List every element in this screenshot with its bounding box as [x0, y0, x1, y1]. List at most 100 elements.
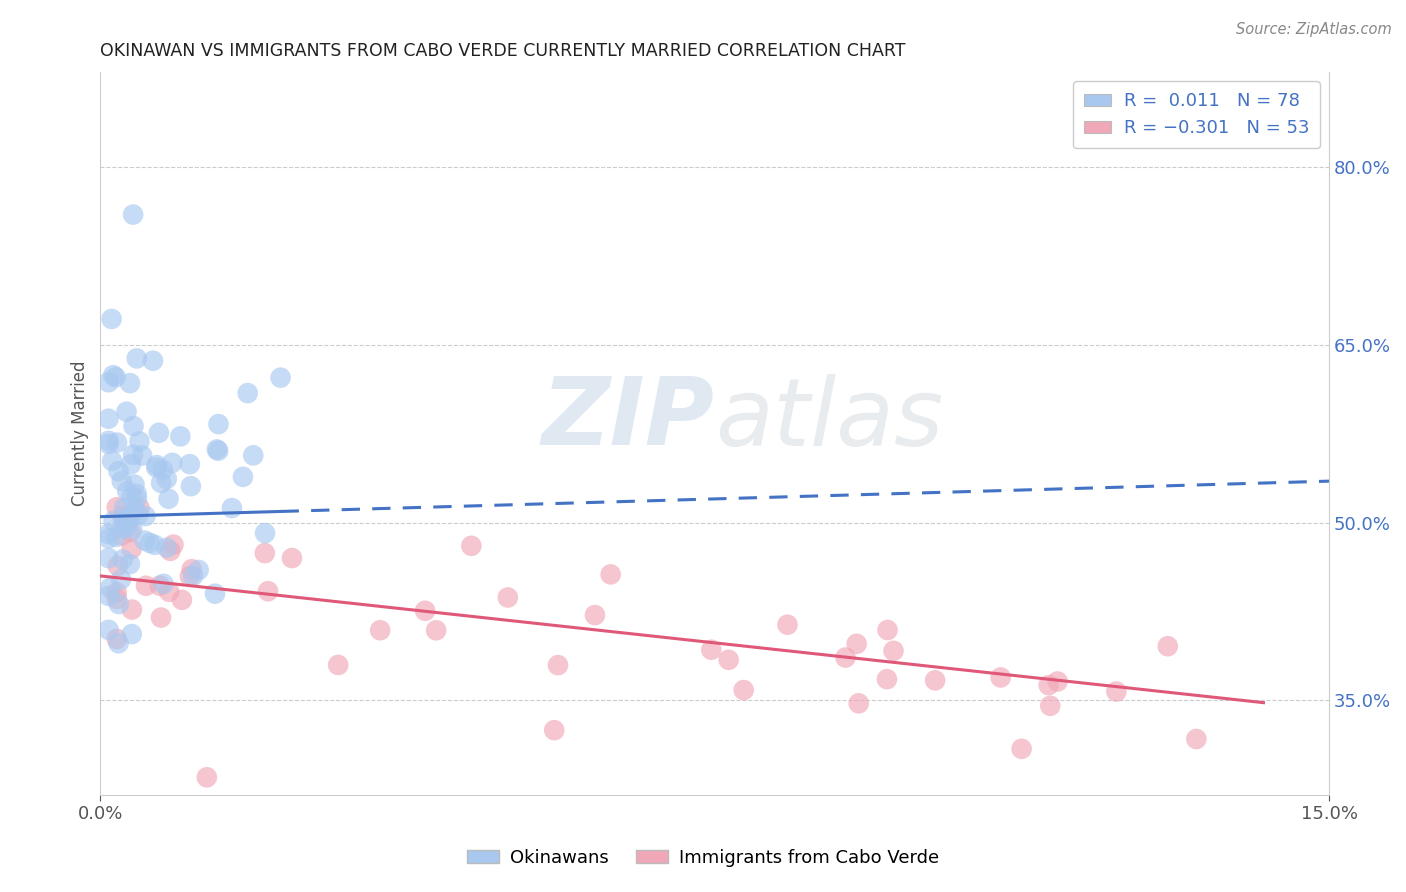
Point	[120, 457, 142, 471]
Point	[179, 569, 201, 583]
Point	[120, 508, 142, 523]
Point	[105, 530, 128, 544]
Point	[156, 472, 179, 486]
Point	[236, 386, 259, 401]
Point	[149, 579, 172, 593]
Point	[128, 434, 150, 449]
Point	[97, 376, 120, 390]
Point	[124, 502, 146, 516]
Point	[834, 650, 856, 665]
Point	[107, 558, 129, 573]
Point	[105, 435, 128, 450]
Point	[717, 653, 740, 667]
Point	[583, 608, 606, 623]
Point	[128, 501, 150, 516]
Point	[111, 474, 134, 488]
Point	[111, 508, 134, 523]
Point	[232, 470, 254, 484]
Point	[135, 579, 157, 593]
Point	[127, 508, 149, 522]
Point	[180, 479, 202, 493]
Text: ZIP: ZIP	[541, 373, 714, 466]
Point	[146, 458, 169, 472]
Point	[1157, 639, 1180, 653]
Point	[105, 585, 128, 599]
Point	[124, 477, 146, 491]
Point	[187, 563, 209, 577]
Point	[118, 557, 141, 571]
Point	[195, 770, 218, 784]
Point	[118, 376, 141, 391]
Point	[328, 657, 350, 672]
Point	[97, 532, 120, 546]
Point	[115, 405, 138, 419]
Point	[181, 569, 204, 583]
Point	[990, 670, 1012, 684]
Point	[121, 522, 143, 536]
Point	[733, 683, 755, 698]
Point	[157, 491, 180, 506]
Point	[254, 526, 277, 541]
Point	[104, 370, 127, 384]
Point	[117, 484, 139, 499]
Point	[97, 411, 120, 425]
Point	[156, 541, 179, 555]
Point	[876, 623, 898, 637]
Point	[121, 542, 143, 557]
Point	[112, 512, 135, 526]
Point	[139, 536, 162, 550]
Point	[97, 526, 120, 541]
Point	[107, 464, 129, 478]
Point	[97, 434, 120, 448]
Point	[883, 644, 905, 658]
Point	[776, 617, 799, 632]
Point	[848, 696, 870, 710]
Point	[205, 442, 228, 457]
Point	[170, 592, 193, 607]
Point	[207, 443, 229, 458]
Point	[924, 673, 946, 688]
Point	[122, 208, 145, 222]
Point	[1039, 698, 1062, 713]
Point	[157, 584, 180, 599]
Point	[145, 460, 167, 475]
Legend: Okinawans, Immigrants from Cabo Verde: Okinawans, Immigrants from Cabo Verde	[460, 842, 946, 874]
Point	[281, 551, 304, 566]
Point	[103, 514, 125, 528]
Point	[122, 448, 145, 462]
Point	[98, 581, 121, 595]
Point	[159, 544, 181, 558]
Point	[105, 632, 128, 646]
Point	[121, 627, 143, 641]
Point	[162, 456, 184, 470]
Point	[97, 623, 120, 637]
Point	[110, 528, 132, 542]
Point	[115, 516, 138, 530]
Point	[1011, 741, 1033, 756]
Point	[105, 591, 128, 606]
Legend: R =  0.011   N = 78, R = −0.301   N = 53: R = 0.011 N = 78, R = −0.301 N = 53	[1073, 81, 1320, 148]
Point	[876, 672, 898, 686]
Point	[599, 567, 621, 582]
Point	[105, 500, 128, 515]
Point	[121, 602, 143, 616]
Point	[125, 491, 148, 506]
Point	[112, 500, 135, 515]
Point	[162, 538, 184, 552]
Point	[111, 552, 134, 566]
Point	[425, 624, 447, 638]
Point	[1046, 674, 1069, 689]
Point	[152, 577, 174, 591]
Point	[148, 425, 170, 440]
Point	[150, 475, 173, 490]
Point	[1185, 732, 1208, 747]
Point	[207, 417, 229, 431]
Point	[131, 449, 153, 463]
Point	[460, 539, 482, 553]
Point	[122, 419, 145, 434]
Point	[149, 610, 172, 624]
Point	[100, 312, 122, 326]
Point	[134, 509, 156, 524]
Text: OKINAWAN VS IMMIGRANTS FROM CABO VERDE CURRENTLY MARRIED CORRELATION CHART: OKINAWAN VS IMMIGRANTS FROM CABO VERDE C…	[100, 42, 905, 60]
Point	[242, 448, 264, 462]
